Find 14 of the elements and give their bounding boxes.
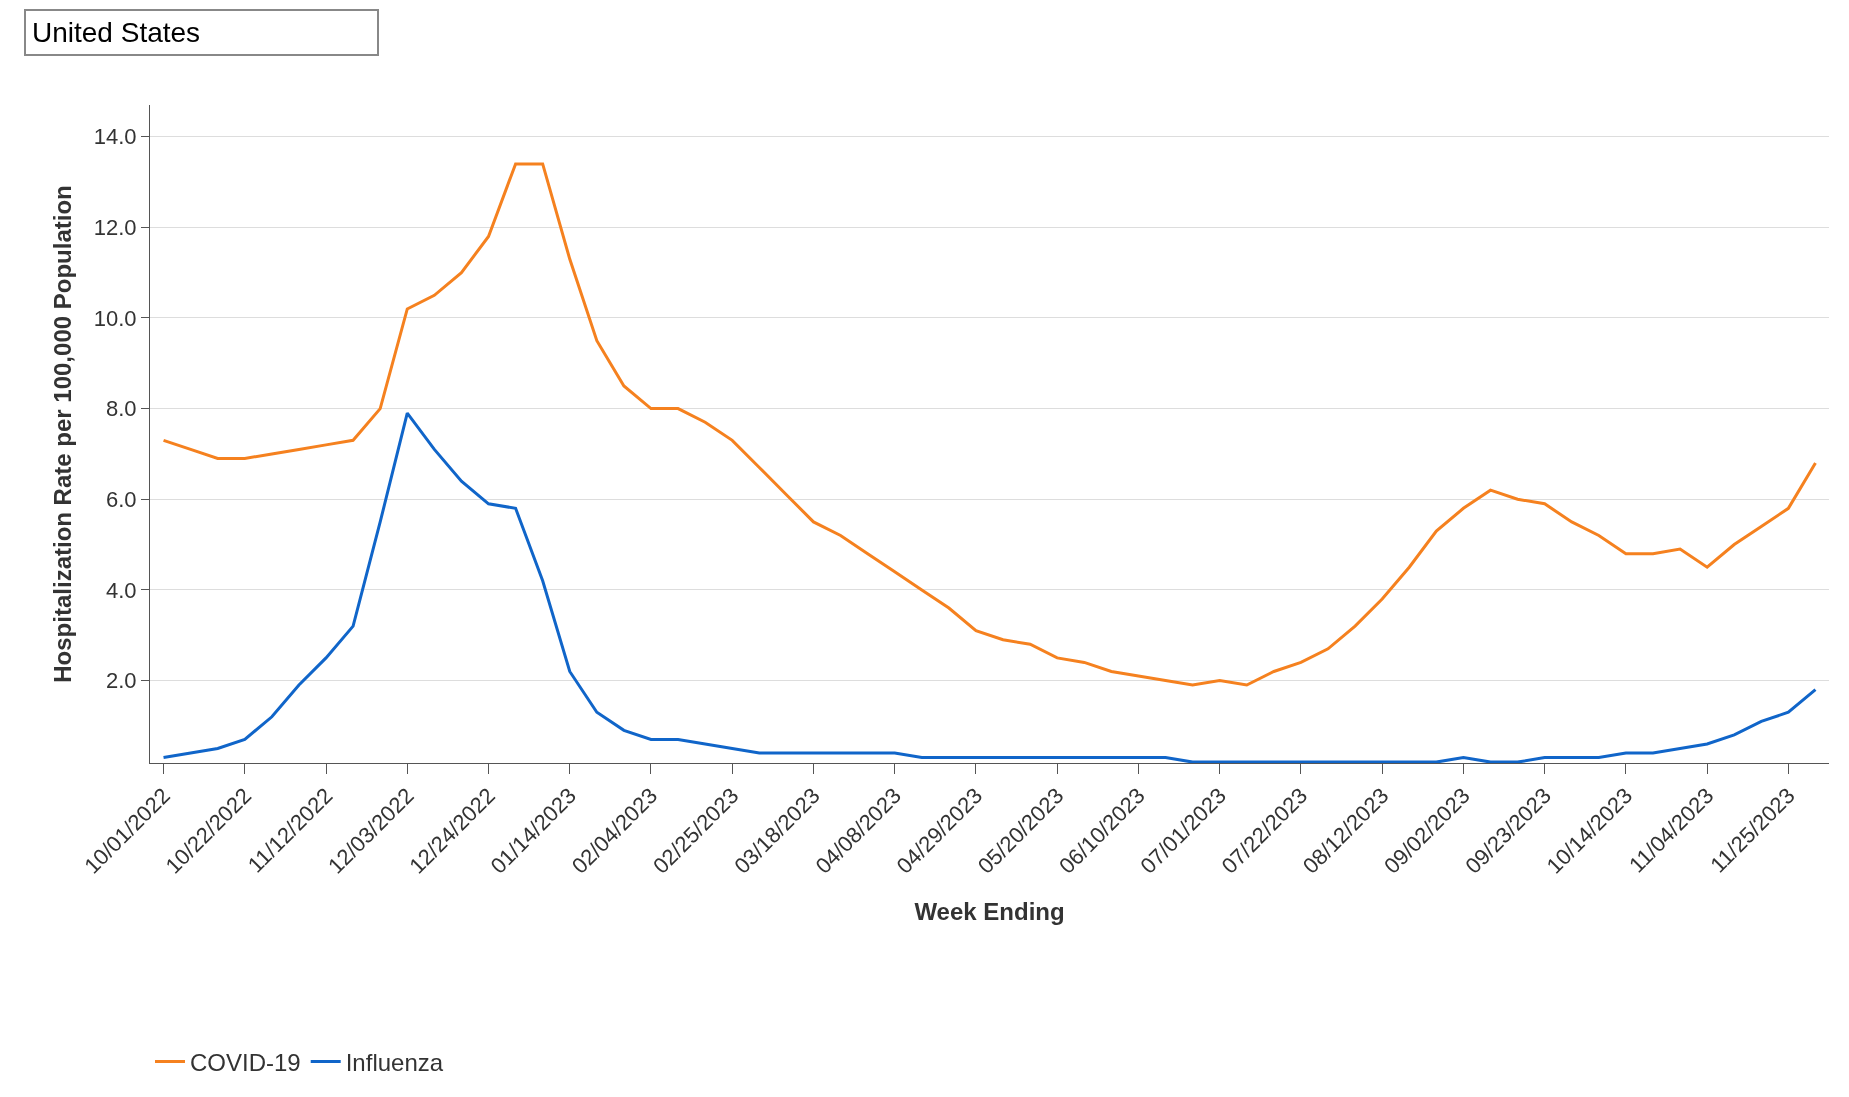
y-tick-label: 6.0 bbox=[106, 486, 137, 512]
y-tick-label: 10.0 bbox=[93, 305, 137, 331]
legend-label: Influenza bbox=[345, 1048, 444, 1076]
y-axis-title: Hospitalization Rate per 100,000 Population bbox=[48, 185, 76, 683]
y-tick-label: 2.0 bbox=[106, 668, 137, 694]
x-axis-title: Week Ending bbox=[914, 897, 1065, 925]
y-tick-label: 14.0 bbox=[93, 124, 137, 150]
line-series bbox=[162, 411, 1817, 763]
line-series bbox=[162, 162, 1817, 687]
y-tick-label: 4.0 bbox=[106, 577, 137, 603]
y-tick-label: 12.0 bbox=[93, 215, 137, 241]
y-tick-label: 8.0 bbox=[106, 396, 137, 422]
legend-label: COVID-19 bbox=[190, 1048, 301, 1076]
text: United States bbox=[32, 17, 372, 48]
